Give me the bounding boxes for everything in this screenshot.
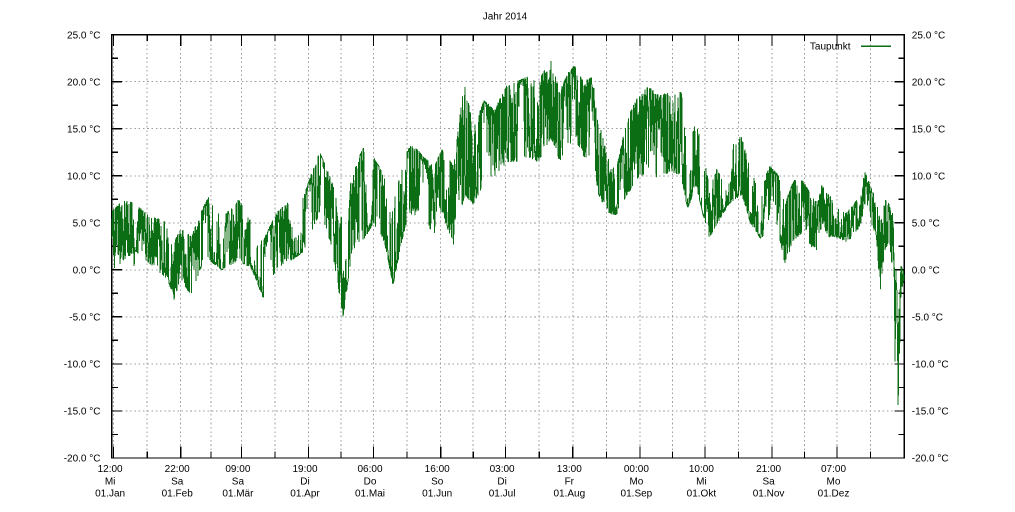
svg-text:00:00: 00:00 xyxy=(624,464,649,475)
svg-text:Mi: Mi xyxy=(696,476,707,487)
svg-text:12:00: 12:00 xyxy=(98,464,123,475)
svg-text:Fr: Fr xyxy=(565,476,575,487)
svg-text:01.Okt: 01.Okt xyxy=(687,488,717,499)
svg-text:20.0 °C: 20.0 °C xyxy=(67,77,100,88)
svg-text:15.0 °C: 15.0 °C xyxy=(67,124,100,135)
svg-text:01.Jun: 01.Jun xyxy=(422,488,452,499)
svg-text:01.Mär: 01.Mär xyxy=(222,488,254,499)
svg-text:10:00: 10:00 xyxy=(689,464,714,475)
svg-text:01.Aug: 01.Aug xyxy=(553,488,585,499)
svg-text:22:00: 22:00 xyxy=(165,464,190,475)
svg-text:Jahr 2014: Jahr 2014 xyxy=(483,12,528,23)
svg-text:15.0 °C: 15.0 °C xyxy=(912,124,945,135)
svg-text:01.Mai: 01.Mai xyxy=(355,488,385,499)
svg-text:09:00: 09:00 xyxy=(225,464,250,475)
svg-text:13:00: 13:00 xyxy=(557,464,582,475)
svg-text:20.0 °C: 20.0 °C xyxy=(912,77,945,88)
svg-text:Sa: Sa xyxy=(232,476,245,487)
svg-text:01.Sep: 01.Sep xyxy=(621,488,653,499)
svg-text:-15.0 °C: -15.0 °C xyxy=(64,407,101,418)
svg-text:Di: Di xyxy=(497,476,506,487)
svg-text:01.Jan: 01.Jan xyxy=(95,488,125,499)
svg-text:19:00: 19:00 xyxy=(292,464,317,475)
svg-text:03:00: 03:00 xyxy=(490,464,515,475)
svg-text:10.0 °C: 10.0 °C xyxy=(912,171,945,182)
svg-text:07:00: 07:00 xyxy=(821,464,846,475)
svg-text:10.0 °C: 10.0 °C xyxy=(67,171,100,182)
svg-text:Do: Do xyxy=(364,476,377,487)
svg-text:-5.0 °C: -5.0 °C xyxy=(912,312,943,323)
svg-text:01.Jul: 01.Jul xyxy=(489,488,516,499)
svg-text:25.0 °C: 25.0 °C xyxy=(67,30,100,41)
svg-text:-20.0 °C: -20.0 °C xyxy=(64,454,101,465)
svg-text:-10.0 °C: -10.0 °C xyxy=(64,360,101,371)
svg-text:25.0 °C: 25.0 °C xyxy=(912,30,945,41)
svg-text:16:00: 16:00 xyxy=(425,464,450,475)
svg-text:0.0 °C: 0.0 °C xyxy=(73,265,101,276)
svg-text:5.0 °C: 5.0 °C xyxy=(912,218,940,229)
svg-text:-15.0 °C: -15.0 °C xyxy=(912,407,949,418)
svg-text:Mo: Mo xyxy=(827,476,841,487)
svg-text:Taupunkt: Taupunkt xyxy=(810,41,851,52)
svg-text:-5.0 °C: -5.0 °C xyxy=(69,312,100,323)
svg-text:06:00: 06:00 xyxy=(357,464,382,475)
svg-text:21:00: 21:00 xyxy=(756,464,781,475)
svg-text:Mo: Mo xyxy=(629,476,643,487)
svg-text:So: So xyxy=(431,476,444,487)
svg-text:Sa: Sa xyxy=(171,476,184,487)
svg-text:Mi: Mi xyxy=(105,476,116,487)
svg-text:01.Dez: 01.Dez xyxy=(818,488,850,499)
svg-text:Sa: Sa xyxy=(762,476,775,487)
svg-text:-20.0 °C: -20.0 °C xyxy=(912,454,949,465)
svg-text:Di: Di xyxy=(300,476,309,487)
svg-text:01.Feb: 01.Feb xyxy=(162,488,194,499)
svg-text:01.Nov: 01.Nov xyxy=(753,488,785,499)
svg-text:-10.0 °C: -10.0 °C xyxy=(912,360,949,371)
svg-text:01.Apr: 01.Apr xyxy=(290,488,320,499)
svg-text:0.0 °C: 0.0 °C xyxy=(912,265,940,276)
svg-text:5.0 °C: 5.0 °C xyxy=(73,218,101,229)
